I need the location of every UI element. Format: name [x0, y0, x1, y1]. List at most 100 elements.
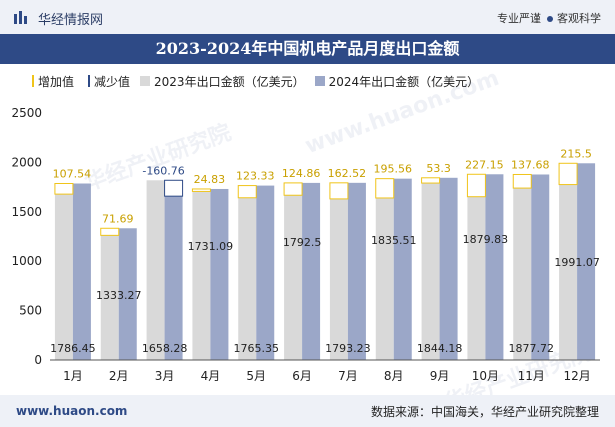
y-axis: 0 500 1000 1500 2000 2500 — [11, 106, 42, 367]
bar-2023 — [329, 198, 348, 360]
legend-item-2023: 2023年出口金额（亿美元） — [140, 73, 305, 90]
footer-website: www.huaon.com — [16, 404, 128, 418]
y-tick-label: 2000 — [11, 155, 42, 169]
change-label: 71.69 — [102, 212, 134, 225]
bar-2023 — [559, 184, 578, 360]
x-tick-label: 7月 — [338, 369, 358, 383]
bar-2023 — [100, 235, 119, 360]
x-tick-label: 11月 — [518, 369, 545, 383]
x-tick-label: 10月 — [472, 369, 499, 383]
bar-2023 — [54, 194, 73, 360]
change-label: 53.3 — [426, 162, 451, 175]
bar-2024 — [164, 196, 183, 360]
bar-2023 — [284, 195, 303, 360]
change-label: -160.76 — [142, 164, 184, 177]
bar-2023 — [238, 197, 257, 360]
x-tick-label: 1月 — [63, 369, 83, 383]
legend-item-increase: 增加值 — [28, 73, 74, 90]
bar-2024 — [210, 188, 229, 360]
value-label-2024: 1765.35 — [234, 342, 280, 355]
bar-2024 — [118, 228, 137, 360]
bar-2023 — [375, 197, 394, 360]
increase-marker — [237, 185, 257, 199]
increase-marker — [329, 182, 349, 200]
title-bar — [0, 34, 615, 64]
bar-2024 — [302, 182, 321, 360]
x-axis: 1月 2月 3月 4月 5月 6月 7月 8月 9月 10月 11月 12月 — [63, 369, 591, 383]
value-label-2024: 1991.07 — [554, 256, 600, 269]
value-label-2024: 1792.5 — [283, 236, 322, 249]
change-label: 195.56 — [374, 163, 413, 176]
footer-bar — [0, 395, 615, 427]
increase-marker — [191, 188, 211, 192]
site-name: 华经情报网 — [38, 13, 104, 28]
bar-2023 — [146, 180, 165, 360]
change-label: 215.5 — [560, 147, 592, 160]
change-label: 107.54 — [53, 167, 92, 180]
bar-2024 — [531, 174, 550, 360]
footer-source: 数据来源：中国海关，华经产业研究院整理 — [370, 405, 599, 419]
y-tick-label: 1000 — [11, 254, 42, 268]
change-label: 24.83 — [194, 173, 226, 186]
bar-2023 — [513, 188, 532, 360]
decrease-swatch — [88, 75, 91, 87]
decrease-marker — [164, 179, 184, 197]
value-label-2024: 1793.23 — [325, 342, 371, 355]
increase-marker — [100, 227, 120, 236]
y-tick-label: 0 — [34, 353, 42, 367]
y-tick-label: 500 — [19, 304, 42, 318]
bar-2024 — [72, 183, 91, 360]
bar-2024 — [577, 163, 596, 360]
increase-swatch — [32, 75, 34, 87]
series-2023-swatch — [140, 76, 151, 86]
increase-marker — [283, 182, 303, 196]
legend-item-decrease: 减少值 — [84, 73, 130, 90]
x-tick-label: 3月 — [155, 369, 175, 383]
increase-marker — [421, 177, 441, 184]
legend-label-increase: 增加值 — [38, 74, 75, 89]
change-label: 162.52 — [328, 167, 367, 180]
y-tick-label: 1500 — [11, 205, 42, 219]
value-label-2024: 1658.28 — [142, 342, 188, 355]
legend-label-2024: 2024年出口金额（亿美元） — [328, 74, 480, 89]
increase-marker — [512, 173, 532, 189]
value-label-2024: 1786.45 — [50, 342, 96, 355]
bar-2024 — [393, 178, 412, 360]
data-labels: 107.54 1786.45 71.69 1333.27 -160.76 1658.28 2… — [50, 147, 600, 355]
series-2024-swatch — [314, 76, 325, 86]
x-tick-label: 6月 — [292, 369, 312, 383]
x-tick-label: 2月 — [109, 369, 129, 383]
tag-objective: 客观科学 — [557, 12, 601, 25]
logo-icon — [14, 11, 27, 24]
increase-marker — [375, 178, 395, 199]
value-label-2024: 1877.72 — [509, 342, 555, 355]
value-label-2024: 1333.27 — [96, 289, 142, 302]
increase-marker — [466, 173, 486, 198]
value-label-2024: 1844.18 — [417, 342, 463, 355]
legend-item-2024: 2024年出口金额（亿美元） — [314, 73, 480, 90]
x-tick-label: 8月 — [384, 369, 404, 383]
header-tags: 专业严谨 客观科学 — [497, 10, 601, 26]
x-tick-label: 4月 — [201, 369, 221, 383]
value-label-2024: 1731.09 — [188, 240, 234, 253]
bar-2023 — [467, 196, 486, 360]
bar-2024 — [439, 177, 458, 360]
increase-marker — [54, 182, 74, 195]
change-label: 227.15 — [465, 158, 504, 171]
value-label-2024: 1879.83 — [463, 233, 509, 246]
change-label: 123.33 — [236, 170, 275, 183]
tag-professional: 专业严谨 — [497, 12, 541, 25]
bar-2024 — [485, 174, 504, 360]
legend: 增加值 减少值 2023年出口金额（亿美元） 2024年出口金额（亿美元） — [28, 72, 489, 90]
bar-2023 — [421, 183, 440, 360]
x-tick-label: 5月 — [246, 369, 266, 383]
change-label: 137.68 — [511, 158, 550, 171]
x-tick-label: 12月 — [563, 369, 590, 383]
legend-label-decrease: 减少值 — [94, 74, 131, 89]
x-tick-label: 9月 — [430, 369, 450, 383]
value-label-2024: 1835.51 — [371, 234, 417, 247]
legend-label-2023: 2023年出口金额（亿美元） — [154, 74, 305, 89]
y-tick-label: 2500 — [11, 106, 42, 120]
top-bar — [0, 0, 615, 34]
